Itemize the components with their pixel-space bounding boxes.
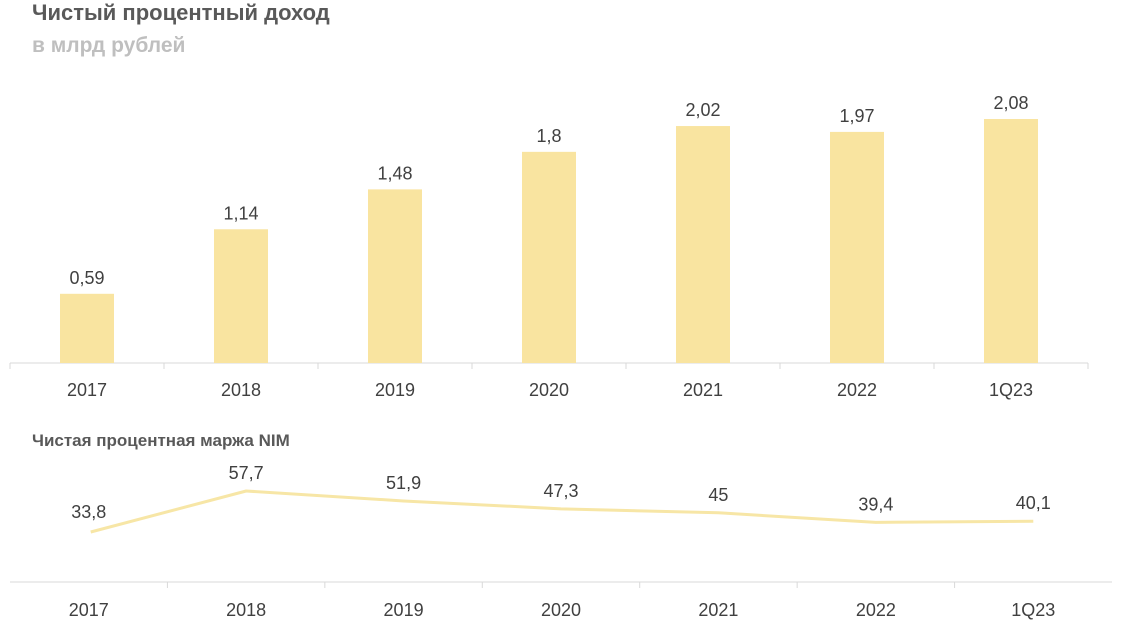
x-tick-label: 2019: [375, 380, 415, 400]
bar: [984, 119, 1038, 363]
x-tick-label: 2019: [384, 600, 424, 620]
nim-value-label: 33,8: [71, 502, 106, 522]
x-tick-label: 1Q23: [1011, 600, 1055, 620]
net-interest-income-bar-chart: 0,59 2017 1,14 2018 1,48 2019 1,8 2020 2,02 2021 1…: [9, 93, 1089, 400]
x-tick-label: 2020: [541, 600, 581, 620]
bar-value-label: 1,97: [839, 106, 874, 126]
x-tick-label: 2017: [67, 380, 107, 400]
bar: [214, 229, 268, 363]
bar: [676, 126, 730, 364]
x-tick-label: 2022: [856, 600, 896, 620]
nim-value-label: 47,3: [543, 481, 578, 501]
nim-value-label: 45: [708, 485, 728, 505]
nim-value-label: 51,9: [386, 473, 421, 493]
bar-value-label: 1,48: [377, 163, 412, 183]
bar-value-label: 1,8: [536, 126, 561, 146]
x-tick-label: 2020: [529, 380, 569, 400]
chart-title: Чистый процентный доход: [32, 0, 330, 25]
bar-value-label: 1,14: [223, 203, 258, 223]
nim-value-label: 57,7: [229, 463, 264, 483]
nim-value-label: 40,1: [1016, 493, 1051, 513]
bar-value-label: 0,59: [69, 268, 104, 288]
bar: [830, 131, 884, 363]
x-tick-label: 2022: [837, 380, 877, 400]
nim-series-line: [90, 489, 1034, 534]
x-tick-label: 2018: [226, 600, 266, 620]
nim-value-label: 39,4: [858, 494, 893, 514]
bar: [60, 293, 114, 363]
bar: [522, 151, 576, 363]
bar-value-label: 2,02: [685, 100, 720, 120]
chart-subtitle: в млрд рублей: [32, 34, 186, 57]
x-tick-label: 2018: [221, 380, 261, 400]
x-tick-label: 2017: [69, 600, 109, 620]
x-tick-label: 2021: [698, 600, 738, 620]
bar-value-label: 2,08: [993, 93, 1028, 113]
nim-chart-title: Чистая процентная маржа NIM: [32, 431, 290, 450]
x-tick-label: 1Q23: [989, 380, 1033, 400]
bar: [368, 189, 422, 363]
x-tick-label: 2021: [683, 380, 723, 400]
